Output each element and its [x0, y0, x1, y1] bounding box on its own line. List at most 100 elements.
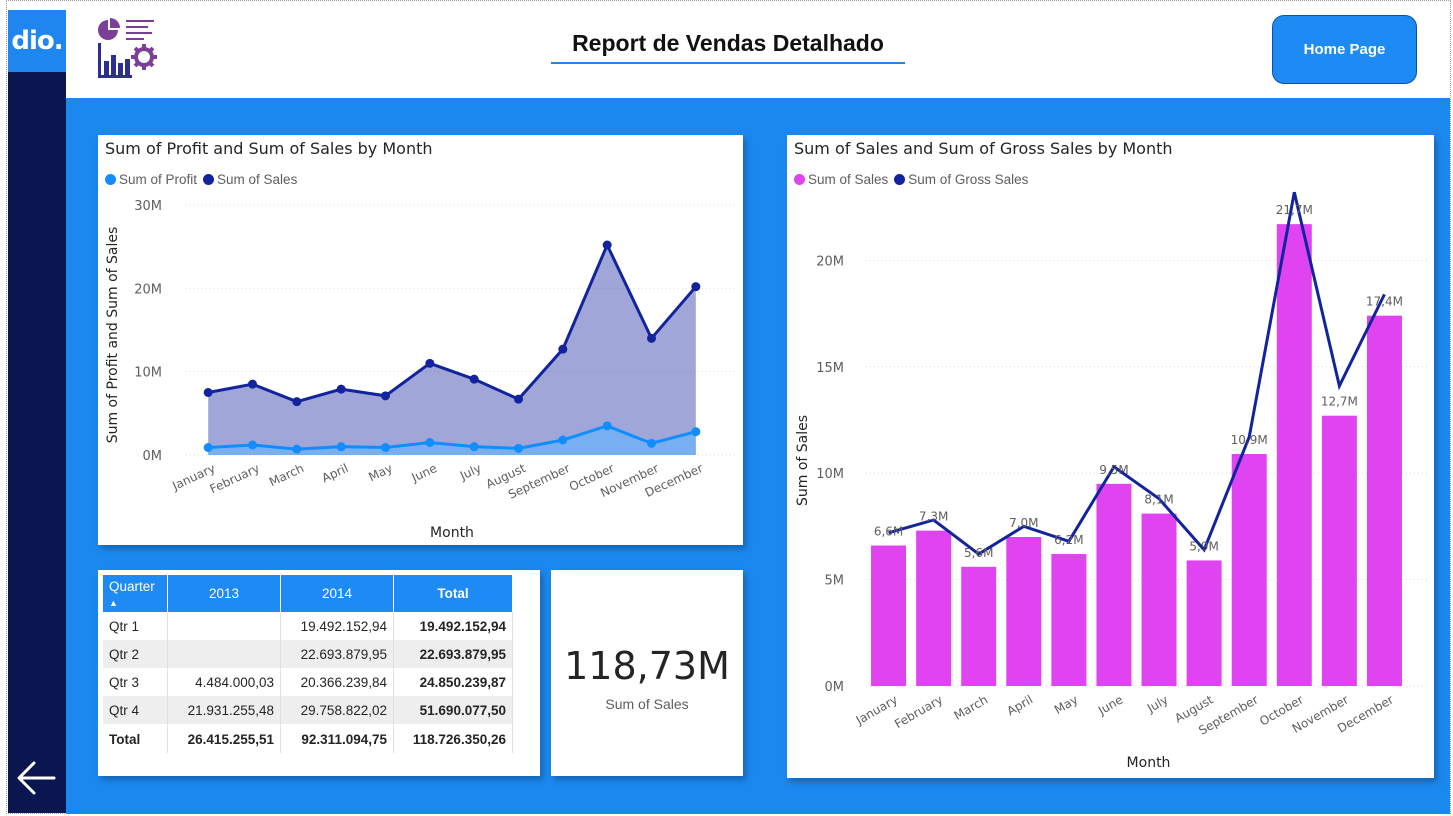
legend-label: Sum of Profit [119, 172, 198, 187]
y-axis-title: Sum of Profit and Sum of Sales [105, 227, 121, 444]
chart2-title: Sum of Sales and Sum of Gross Sales by M… [794, 139, 1173, 158]
x-tick-label: July [1144, 692, 1171, 715]
bar-data-label: 7,3M [919, 510, 948, 524]
logo-text: dio. [11, 26, 63, 56]
sales-bar [916, 530, 952, 686]
chart1-legend: Sum of Profit Sum of Sales [105, 172, 297, 187]
table-row[interactable]: Qtr 2 22.693.879,95 22.693.879,95 [103, 640, 513, 668]
cell-2014: 22.693.879,95 [280, 640, 394, 668]
report-canvas: Sum of Profit and Sum of Sales by Month … [66, 98, 1450, 814]
y-tick-label: 15M [816, 361, 844, 376]
sales-bar [871, 545, 907, 686]
row-label: Qtr 2 [103, 640, 168, 668]
y-tick-label: 10M [134, 366, 162, 381]
cell-2013: 21.931.255,48 [167, 696, 281, 725]
bar-data-label: 17,4M [1366, 295, 1403, 309]
bar-data-label: 5,6M [964, 546, 993, 560]
sales-bar [1276, 224, 1312, 686]
matrix-header-total[interactable]: Total [393, 575, 513, 612]
arrow-left-icon[interactable] [14, 758, 58, 798]
header [66, 2, 1450, 98]
x-axis-title: Month [1127, 755, 1171, 771]
table-row[interactable]: Qtr 1 19.492.152,94 19.492.152,94 [103, 612, 513, 640]
matrix-header-2014[interactable]: 2014 [280, 575, 394, 612]
profit-line [208, 424, 697, 451]
sales-point [558, 344, 568, 354]
sales-bar [1096, 483, 1132, 686]
table-total-row[interactable]: Total 26.415.255,51 92.311.094,75 118.72… [103, 724, 513, 753]
y-tick-label: 20M [816, 254, 844, 269]
profit-point [558, 435, 568, 445]
cell-2014: 20.366.239,84 [280, 668, 394, 696]
home-page-button[interactable]: Home Page [1272, 15, 1417, 84]
cell-2014: 92.311.094,75 [280, 724, 394, 753]
chart2-legend: Sum of Sales Sum of Gross Sales [794, 172, 1028, 187]
cell-2013 [167, 612, 281, 640]
chart1-legend-item-profit[interactable]: Sum of Profit [105, 172, 197, 187]
sort-up-icon[interactable]: ▲ [109, 597, 118, 608]
sales-bar [1186, 560, 1222, 686]
x-tick-label: June [409, 461, 440, 485]
sales-line [207, 241, 697, 404]
sales-point [514, 394, 523, 404]
kpi-value: 118,73M [564, 644, 730, 688]
sales-bar [1321, 415, 1357, 686]
chart1-legend-item-sales[interactable]: Sum of Sales [203, 172, 297, 187]
matrix-header-quarter[interactable]: Quarter ▲ [103, 575, 168, 612]
quarter-matrix-card: Quarter ▲ 2013 2014 Total Qtr 1 19.492.15… [98, 570, 540, 776]
sales-point [647, 333, 656, 343]
table-row[interactable]: Qtr 4 21.931.255,48 29.758.822,02 51.690… [103, 696, 513, 725]
profit-point [602, 421, 612, 431]
sales-gross-chart-card[interactable]: Sum of Sales and Sum of Gross Sales by M… [787, 135, 1434, 778]
table-row[interactable]: Qtr 3 4.484.000,03 20.366.239,84 24.850.… [103, 668, 513, 696]
chart2-legend-item-sales[interactable]: Sum of Sales [794, 172, 888, 187]
bar-data-label: 8,1M [1144, 493, 1173, 507]
dio-logo: dio. [8, 10, 66, 72]
cell-total: 51.690.077,50 [393, 696, 513, 725]
profit-point [292, 444, 302, 454]
sales-bar [1006, 537, 1042, 686]
chart2-legend-item-gross[interactable]: Sum of Gross Sales [894, 172, 1028, 187]
y-tick-label: 0M [825, 680, 845, 695]
matrix-header-2013[interactable]: 2013 [167, 575, 281, 612]
cell-2014: 19.492.152,94 [280, 612, 394, 640]
sales-point [691, 282, 701, 292]
legend-dot-icon [894, 174, 906, 185]
y-tick-label: 0M [143, 449, 163, 464]
bar-data-label: 6,2M [1054, 533, 1083, 547]
profit-point [203, 443, 213, 452]
x-tick-label: March [952, 692, 991, 722]
profit-point [425, 438, 435, 447]
profit-point [469, 442, 479, 452]
x-tick-label: June [1095, 692, 1126, 718]
legend-dot-icon [105, 174, 116, 185]
x-tick-label: April [1005, 692, 1036, 718]
x-tick-label: February [892, 692, 945, 731]
profit-point [336, 442, 346, 452]
row-label: Total [103, 724, 168, 753]
bar-data-label: 5,9M [1189, 539, 1218, 553]
sales-point [292, 397, 302, 407]
x-axis-title: Month [430, 525, 474, 541]
profit-point [381, 443, 390, 452]
chart1-title: Sum of Profit and Sum of Sales by Month [105, 139, 433, 158]
row-label: Qtr 4 [103, 696, 168, 725]
sales-kpi-card[interactable]: 118,73M Sum of Sales [551, 570, 743, 776]
x-tick-label: March [267, 461, 306, 489]
sales-bar [961, 566, 997, 686]
legend-dot-icon [794, 174, 805, 185]
x-tick-label: July [457, 461, 483, 483]
cell-total: 22.693.879,95 [393, 640, 513, 668]
profit-point [248, 440, 257, 450]
sales-point [203, 388, 213, 397]
bar-data-label: 6,6M [874, 525, 903, 539]
sales-bar [1141, 513, 1177, 686]
profit-sales-chart-card[interactable]: Sum of Profit and Sum of Sales by Month … [98, 135, 743, 545]
y-tick-label: 10M [816, 467, 844, 482]
cell-2014: 29.758.822,02 [280, 696, 394, 725]
sidebar [8, 10, 66, 813]
chart2-plot[interactable]: 0M 5M 10M 15M 20M 6,6M 7,3M 5,6M 7,0M 6,2M 9,5M 8,1… [787, 135, 1434, 778]
sales-point [425, 358, 435, 368]
sales-point [381, 391, 390, 401]
